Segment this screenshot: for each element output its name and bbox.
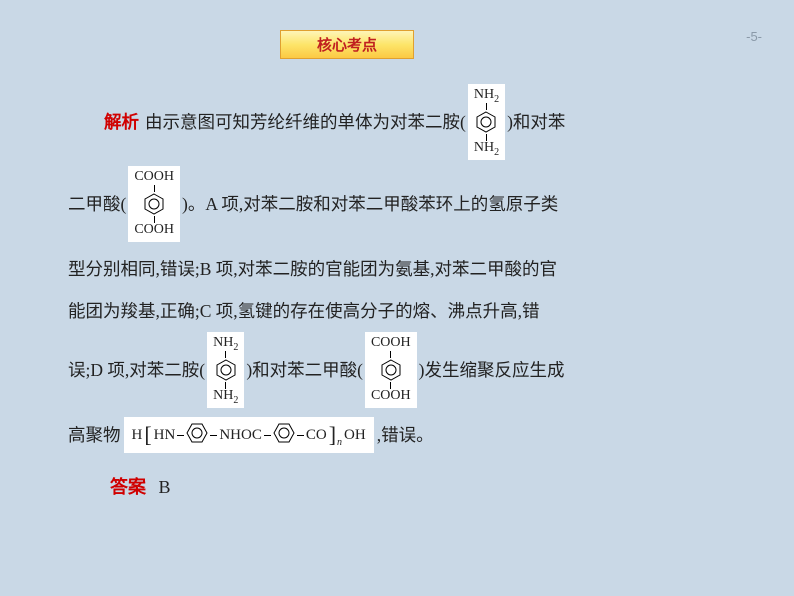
answer-label: 答案 bbox=[110, 477, 146, 497]
text-l4: 能团为羧基,正确;C 项,氢键的存在使高分子的熔、沸点升高,错 bbox=[68, 290, 540, 332]
text-l5b: )和对苯二甲酸( bbox=[246, 349, 363, 391]
text-l1a: 由示意图可知芳纶纤维的单体为对苯二胺( bbox=[145, 101, 466, 143]
chem-diacid-2: COOH COOH bbox=[365, 332, 417, 408]
text-l1b: )和对苯 bbox=[507, 101, 565, 143]
line-6: 高聚物 H [ HN NHOC CO ]n OH ,错误。 bbox=[68, 414, 728, 456]
line-3: 型分别相同,错误;B 项,对苯二胺的官能团为氨基,对苯二甲酸的官 bbox=[68, 248, 728, 290]
chem-diacid-1: COOH COOH bbox=[128, 166, 180, 242]
text-l3: 型分别相同,错误;B 项,对苯二胺的官能团为氨基,对苯二甲酸的官 bbox=[68, 248, 557, 290]
text-l5a: 误;D 项,对苯二胺( bbox=[68, 349, 205, 391]
line-1: 解析 由示意图可知芳纶纤维的单体为对苯二胺( NH2 NH2 )和对苯 bbox=[68, 84, 728, 160]
text-l6b: ,错误。 bbox=[377, 414, 434, 456]
text-l2a: 二甲酸( bbox=[68, 183, 126, 225]
text-l2b: )。A 项,对苯二胺和对苯二甲酸苯环上的氢原子类 bbox=[182, 183, 558, 225]
chem-diamine-1: NH2 NH2 bbox=[468, 84, 505, 160]
answer-value: B bbox=[159, 477, 171, 497]
header-label: 核心考点 bbox=[317, 34, 377, 55]
content-area: 解析 由示意图可知芳纶纤维的单体为对苯二胺( NH2 NH2 )和对苯 二甲酸(… bbox=[68, 84, 728, 509]
line-4: 能团为羧基,正确;C 项,氢键的存在使高分子的熔、沸点升高,错 bbox=[68, 290, 728, 332]
chem-diamine-2: NH2 NH2 bbox=[207, 332, 244, 408]
text-l6a: 高聚物 bbox=[68, 414, 121, 456]
explain-label: 解析 bbox=[104, 101, 139, 143]
chem-polymer: H [ HN NHOC CO ]n OH bbox=[124, 417, 374, 453]
line-5: 误;D 项,对苯二胺( NH2 NH2 )和对苯二甲酸( COOH COOH )… bbox=[68, 332, 728, 408]
page-number: -5- bbox=[746, 29, 762, 44]
line-2: 二甲酸( COOH COOH )。A 项,对苯二胺和对苯二甲酸苯环上的氢原子类 bbox=[68, 166, 728, 242]
header-box: 核心考点 bbox=[280, 30, 414, 59]
answer-line: 答案 B bbox=[110, 466, 728, 509]
text-l5c: )发生缩聚反应生成 bbox=[419, 349, 565, 391]
